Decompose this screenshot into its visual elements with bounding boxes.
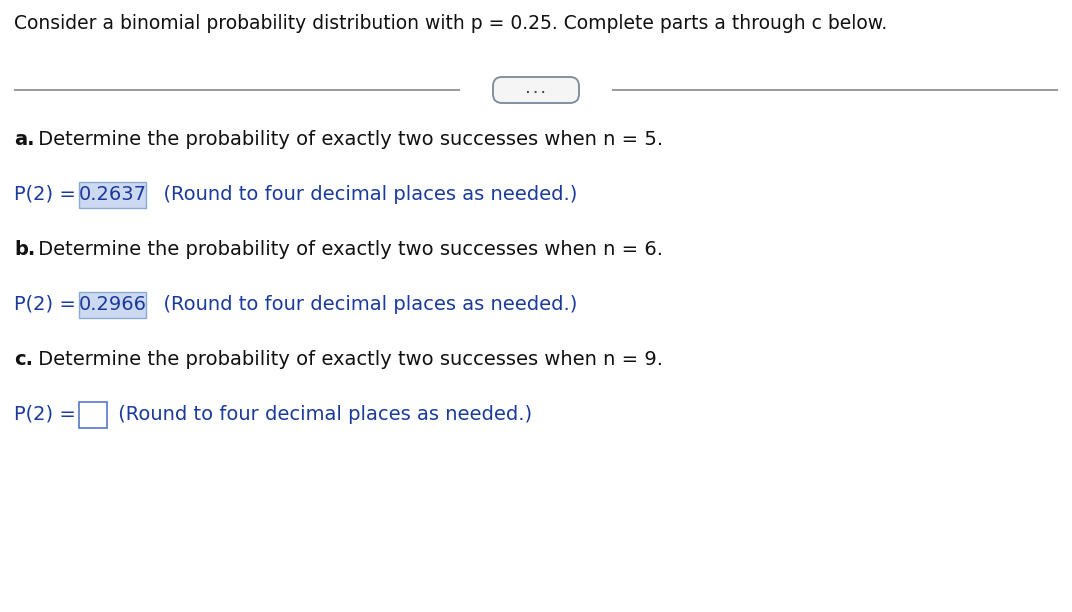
Text: 0.2637: 0.2637 — [78, 185, 147, 204]
Text: P(2) =: P(2) = — [14, 295, 83, 314]
Text: Determine the probability of exactly two successes when n = 9.: Determine the probability of exactly two… — [32, 350, 662, 369]
Text: P(2) =: P(2) = — [14, 405, 83, 424]
FancyBboxPatch shape — [79, 182, 146, 208]
Text: Consider a binomial probability distribution with p = 0.25. Complete parts a thr: Consider a binomial probability distribu… — [14, 14, 888, 33]
Text: c.: c. — [14, 350, 33, 369]
Text: a.: a. — [14, 130, 34, 149]
FancyBboxPatch shape — [493, 77, 579, 103]
Text: . . .: . . . — [526, 85, 546, 95]
FancyBboxPatch shape — [79, 402, 107, 428]
Text: 0.2966: 0.2966 — [78, 296, 147, 315]
Text: (Round to four decimal places as needed.): (Round to four decimal places as needed.… — [151, 295, 578, 314]
Text: Determine the probability of exactly two successes when n = 6.: Determine the probability of exactly two… — [32, 240, 662, 259]
Text: (Round to four decimal places as needed.): (Round to four decimal places as needed.… — [111, 405, 532, 424]
Text: (Round to four decimal places as needed.): (Round to four decimal places as needed.… — [151, 185, 578, 204]
FancyBboxPatch shape — [79, 292, 146, 318]
Text: b.: b. — [14, 240, 35, 259]
Text: P(2) =: P(2) = — [14, 185, 83, 204]
Text: Determine the probability of exactly two successes when n = 5.: Determine the probability of exactly two… — [32, 130, 664, 149]
